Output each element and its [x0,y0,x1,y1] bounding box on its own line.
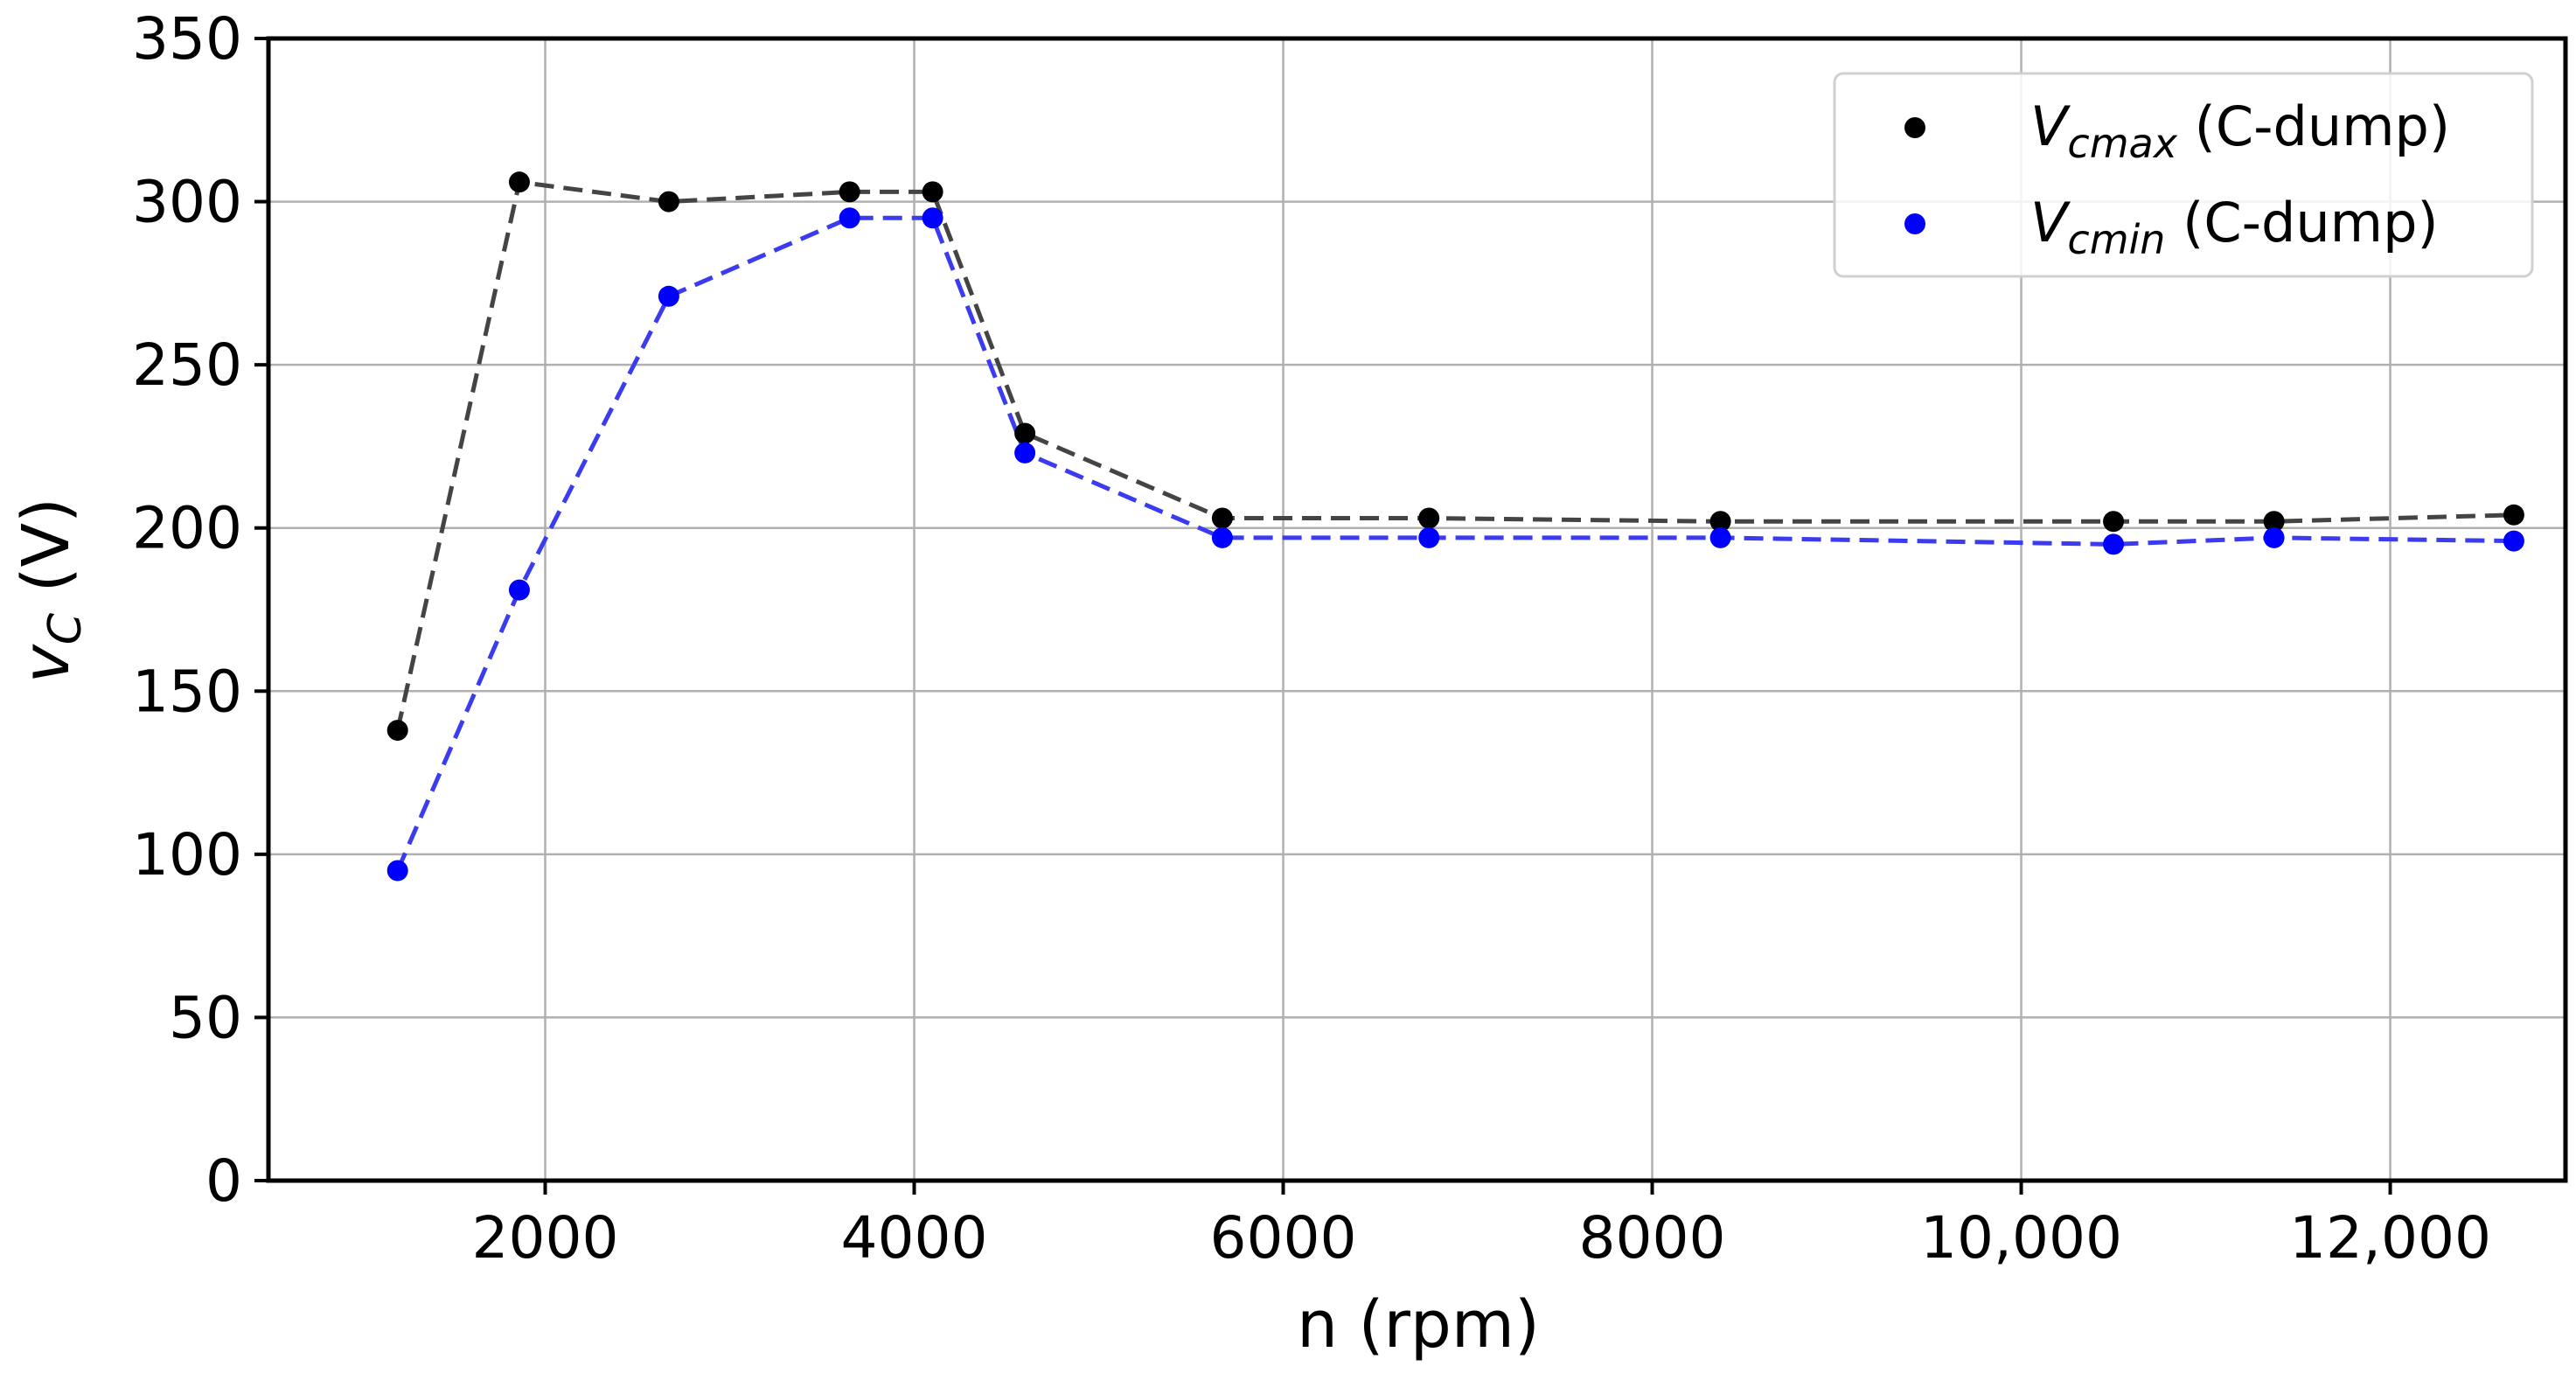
data-point-cmax [1014,422,1036,444]
data-point-cmin [2263,526,2285,548]
data-point-cmax [1709,511,1731,533]
y-axis-label-subscript: C [39,612,92,645]
data-point-cmin [2103,533,2125,555]
y-tick-label: 100 [132,821,242,889]
data-point-cmax [1418,507,1440,529]
y-tick-label: 0 [205,1147,242,1215]
x-tick-label: 8000 [1579,1204,1726,1272]
y-axis-label-unit [9,592,84,613]
y-tick-label: 200 [132,495,242,562]
data-point-cmin [1014,442,1036,463]
x-tick-label: 2000 [472,1204,619,1272]
y-tick-label: 150 [132,658,242,725]
legend-entry-cmin: Vcmin (C-dump) [2030,191,2439,263]
data-point-cmin [922,207,943,229]
y-axis-ticks: 0 50 100 150 200 250 300 350 [132,5,268,1215]
x-axis-ticks: 2000 4000 6000 8000 10,000 12,000 [472,1181,2491,1272]
data-point-cmin [658,285,679,307]
data-point-cmax [839,181,860,203]
series-line-cmax [395,179,2514,731]
legend-marker-cmin [1904,213,1925,234]
y-tick-label: 250 [132,331,242,399]
data-point-cmin [386,860,408,882]
y-tick-label: 350 [132,5,242,73]
data-point-cmin [1418,526,1440,548]
data-point-cmin [1211,526,1233,548]
x-tick-label: 10,000 [1920,1204,2122,1272]
data-point-cmin [1709,526,1731,548]
data-point-cmin [508,579,530,601]
data-point-cmax [386,720,408,742]
y-axis-label: vC (V) [9,498,92,683]
legend-marker-cmax [1904,117,1925,138]
x-tick-label: 4000 [841,1204,988,1272]
data-point-cmin [2503,530,2524,552]
legend: Vcmax (C-dump) Vcmin (C-dump) [1833,72,2534,278]
legend-box [1833,72,2534,278]
data-point-cmax [922,181,943,203]
series-lines [395,179,2514,872]
data-point-cmax [658,191,679,213]
data-point-cmax [2503,504,2524,526]
data-point-cmax [2103,511,2125,533]
data-point-cmin [839,207,860,229]
x-axis-label: n (rpm) [1297,1287,1540,1363]
y-axis-label-symbol: v [9,644,84,683]
plot-area-frame [266,36,2568,1183]
legend-entry-cmax: Vcmax (C-dump) [2030,94,2450,167]
series-line-cmin [395,215,2514,872]
data-point-cmax [508,171,530,193]
data-point-cmax [1211,507,1233,529]
x-tick-label: 6000 [1210,1204,1357,1272]
y-tick-label: 300 [132,169,242,236]
series-points [386,171,2524,882]
y-tick-label: 50 [169,984,242,1051]
y-axis-label-unit-text: (V) [9,498,84,592]
data-point-cmax [2263,511,2285,533]
x-tick-label: 12,000 [2289,1204,2491,1272]
